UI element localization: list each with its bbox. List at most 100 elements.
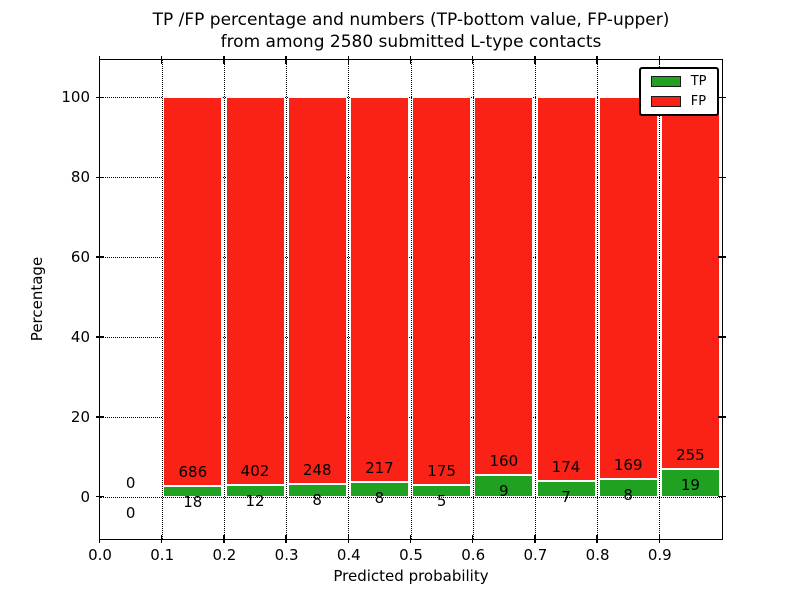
legend: TP FP bbox=[638, 66, 719, 116]
bar-annotation-tp-count: 8 bbox=[374, 489, 385, 508]
x-tick-label: 0.9 bbox=[647, 546, 672, 564]
y-tick-left bbox=[95, 336, 104, 338]
bar-segment-fp bbox=[536, 97, 596, 482]
bar-annotation-fp-count: 217 bbox=[365, 459, 394, 478]
x-tick-label: 0.2 bbox=[212, 546, 237, 564]
x-tick-bottom bbox=[471, 534, 474, 543]
y-tick-right bbox=[717, 176, 726, 178]
x-tick-label: 0.5 bbox=[399, 546, 423, 564]
x-tick-top bbox=[658, 55, 661, 64]
y-tick-right bbox=[717, 336, 726, 338]
y-tick-label: 0 bbox=[80, 487, 90, 506]
y-tick-left bbox=[95, 495, 104, 498]
gridline-vertical bbox=[410, 59, 412, 539]
bar-segment-tp bbox=[163, 486, 223, 497]
x-tick-top bbox=[160, 55, 163, 64]
plot-area: TP FP 0 0 686 18 402 12 248 8 217 8 175 5 160 9 174 7 169… bbox=[95, 55, 726, 543]
bar-segment-fp bbox=[660, 97, 720, 469]
chart-title-line2: from among 2580 submitted L-type contact… bbox=[220, 32, 602, 52]
legend-row: TP bbox=[650, 73, 707, 89]
bar-segment-tp bbox=[660, 468, 720, 497]
legend-label-fp: FP bbox=[690, 93, 707, 109]
chart-title: TP /FP percentage and numbers (TP-bottom… bbox=[89, 9, 733, 53]
y-tick-right bbox=[717, 96, 726, 99]
bar-segment-fp bbox=[474, 97, 534, 476]
x-tick-bottom bbox=[160, 534, 163, 543]
x-tick-top bbox=[285, 55, 287, 64]
x-tick-label: 0.7 bbox=[523, 546, 548, 564]
gridline-vertical bbox=[161, 59, 163, 539]
y-tick-label: 100 bbox=[61, 88, 90, 107]
bar-segment-tp bbox=[412, 485, 472, 497]
y-tick-left bbox=[95, 256, 104, 258]
bar-annotation-tp-count: 7 bbox=[561, 488, 571, 507]
bar-annotation-tp-count: 9 bbox=[499, 482, 509, 501]
y-tick-right bbox=[717, 256, 726, 258]
gridline-vertical bbox=[223, 59, 225, 539]
bar-segment-fp bbox=[163, 97, 223, 487]
bar-segment-tp bbox=[287, 484, 347, 497]
bar-annotation-fp-count: 175 bbox=[427, 462, 456, 481]
y-tick-label: 60 bbox=[70, 248, 90, 267]
x-tick-bottom bbox=[223, 534, 225, 543]
bar-segment-tp bbox=[474, 475, 534, 497]
x-tick-bottom bbox=[347, 534, 350, 543]
y-tick-label: 20 bbox=[70, 407, 90, 426]
bar-annotation-fp-count: 248 bbox=[302, 461, 332, 480]
x-tick-top bbox=[534, 55, 536, 64]
bar-annotation-fp-count: 686 bbox=[178, 463, 208, 482]
gridline-vertical bbox=[286, 59, 288, 539]
legend-swatch-tp bbox=[650, 75, 681, 87]
bar-annotation-fp-count: 255 bbox=[676, 445, 705, 464]
bar-segment-tp bbox=[598, 478, 658, 497]
bar-segment-fp bbox=[598, 97, 658, 479]
x-axis-label: Predicted probability bbox=[333, 567, 489, 585]
bar-annotation-tp-count: 19 bbox=[680, 475, 700, 494]
x-tick-label: 0.3 bbox=[274, 546, 299, 564]
bar-segment-fp bbox=[287, 97, 347, 485]
x-tick-bottom bbox=[658, 534, 661, 543]
x-tick-top bbox=[596, 55, 598, 64]
bar-annotation-tp-count: 12 bbox=[245, 492, 265, 511]
x-tick-label: 0.8 bbox=[585, 546, 610, 564]
x-tick-top bbox=[471, 55, 474, 64]
x-tick-top bbox=[409, 55, 412, 64]
bar-segment-fp bbox=[225, 97, 285, 485]
y-tick-right bbox=[717, 416, 726, 418]
bar-annotation-tp-count: 8 bbox=[312, 491, 322, 510]
gridline-vertical bbox=[597, 59, 599, 539]
bar-annotation-fp-count: 169 bbox=[613, 455, 643, 474]
chart-title-line1: TP /FP percentage and numbers (TP-bottom… bbox=[152, 10, 670, 30]
bar-annotation-tp-count: 5 bbox=[436, 492, 447, 511]
x-tick-bottom bbox=[596, 534, 598, 543]
bar-segment-fp bbox=[412, 97, 472, 486]
y-tick-right bbox=[717, 495, 726, 498]
x-tick-label: 0.4 bbox=[336, 546, 361, 564]
bar-segment-fp bbox=[349, 97, 409, 483]
bar-annotation-fp-count: 402 bbox=[240, 462, 270, 481]
x-tick-top bbox=[347, 55, 350, 64]
bar-annotation-fp-count: 174 bbox=[551, 458, 581, 477]
gridline-vertical bbox=[348, 59, 350, 539]
y-tick-label: 40 bbox=[70, 327, 90, 346]
x-tick-label: 0.6 bbox=[461, 546, 486, 564]
y-tick-left bbox=[95, 96, 104, 99]
bar-segment-tp bbox=[225, 485, 285, 497]
gridline-vertical bbox=[659, 59, 661, 539]
x-tick-top bbox=[98, 55, 101, 64]
gridline-vertical bbox=[534, 59, 536, 539]
y-tick-left bbox=[95, 416, 104, 418]
legend-label-tp: TP bbox=[690, 73, 707, 89]
x-tick-bottom bbox=[409, 534, 412, 543]
legend-row: FP bbox=[650, 93, 707, 109]
bar-annotation-tp-count: 18 bbox=[183, 493, 203, 512]
bar-segment-tp bbox=[536, 481, 596, 497]
bar-annotation-tp-count: 8 bbox=[623, 485, 633, 504]
gridline-vertical bbox=[472, 59, 474, 539]
x-tick-bottom bbox=[285, 534, 287, 543]
x-tick-bottom bbox=[534, 534, 536, 543]
x-tick-label: 0.0 bbox=[88, 546, 112, 564]
legend-swatch-fp bbox=[650, 95, 681, 107]
x-tick-top bbox=[223, 55, 225, 64]
y-tick-left bbox=[95, 176, 104, 178]
